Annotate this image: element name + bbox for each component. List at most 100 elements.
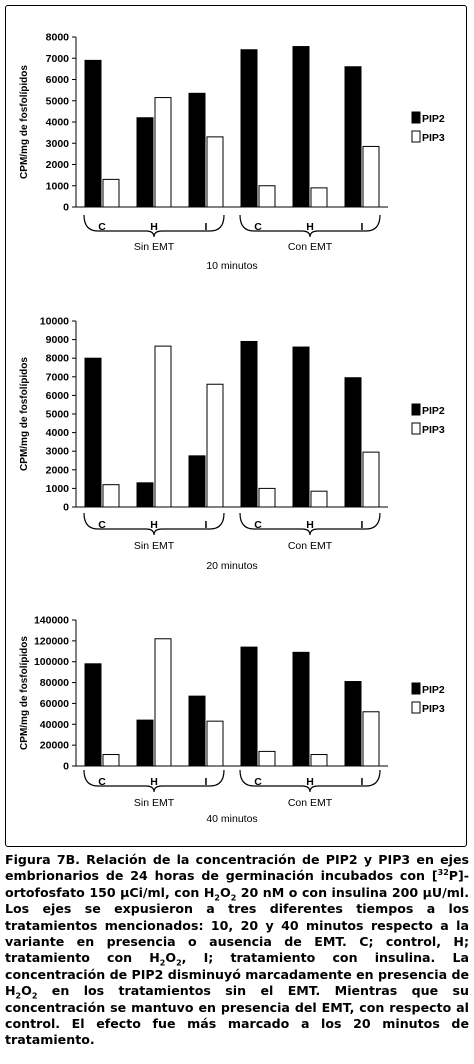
chart-10-minutos: 0 1000 2000 3000 4000 5000 6000 7000 8000 CPM/mg …	[19, 32, 445, 273]
bar-pip2-c-3	[240, 340, 258, 508]
group-brace	[83, 512, 225, 536]
figure-label: Figura 7B.	[5, 852, 80, 867]
caption-subscript: 2	[15, 991, 22, 1001]
y-tick-label: 4000	[46, 427, 70, 439]
x-tick-label: C	[98, 221, 106, 233]
bar-pip2-i-5	[344, 377, 362, 508]
group-brace	[239, 214, 381, 238]
chart-20-minutos: 0 1000 2000 3000 4000 5000 6000 7000 8000 9000 100…	[19, 316, 445, 573]
x-tick-label: C	[98, 519, 106, 531]
caption-subscript: 2	[176, 958, 182, 968]
bar-pip3-c-3	[258, 487, 276, 508]
caption-text: P]-ortofosfato 150 µCi/ml, con H	[5, 868, 469, 900]
group-label: Sin EMT	[134, 797, 175, 809]
bar-pip3-c-3	[258, 750, 276, 767]
bar-pip3-h-4	[310, 754, 328, 767]
caption-text: en los tratamientos sin el EMT. Mientras…	[5, 983, 469, 1048]
caption-text: O	[219, 884, 231, 900]
legend-swatch-pip3	[411, 422, 421, 435]
y-tick-label: 1000	[46, 483, 70, 495]
y-tick-label: 8000	[46, 32, 70, 44]
bar-pip2-i-2	[188, 92, 206, 208]
caption-subscript: 2	[214, 893, 220, 903]
caption-text: 20 nM o con insulina 200 µU/ml. Los ejes…	[5, 884, 469, 966]
group-brace	[83, 769, 225, 793]
legend-label-pip3: PIP3	[422, 132, 445, 144]
caption-superscript: 32	[437, 868, 449, 878]
bar-pip2-h-4	[292, 46, 310, 208]
x-tick-label: H	[306, 776, 314, 788]
bar-pip3-i-5	[362, 711, 380, 767]
legend-label-pip2: PIP2	[422, 405, 445, 417]
caption-subscript: 2	[230, 893, 237, 903]
y-tick-label: 9000	[46, 334, 70, 346]
x-tick-label: C	[254, 519, 262, 531]
bar-pip2-c-3	[240, 49, 258, 208]
y-tick-label: 5000	[46, 409, 70, 421]
bar-pip3-c-3	[258, 185, 276, 208]
legend-swatch-pip2	[411, 403, 421, 416]
group-brace	[83, 214, 225, 238]
bar-pip3-i-2	[206, 136, 224, 208]
y-tick-label: 3000	[46, 446, 70, 458]
y-tick-label: 140000	[34, 615, 69, 627]
chart-title: 40 minutos	[206, 813, 257, 825]
x-tick-label: I	[205, 221, 208, 233]
caption-text: O	[21, 983, 32, 999]
group-label: Sin EMT	[134, 241, 175, 253]
group-label: Con EMT	[288, 540, 333, 552]
x-tick-label: I	[361, 519, 364, 531]
x-tick-label: H	[150, 519, 158, 531]
bar-pip2-c-0	[84, 663, 102, 767]
bar-pip2-h-4	[292, 651, 310, 767]
y-tick-label: 2000	[46, 464, 70, 476]
bar-pip2-h-1	[136, 482, 154, 508]
group-brace	[239, 769, 381, 793]
y-tick-label: 6000	[46, 74, 70, 86]
caption-text: Relación de la concentración de PIP2 y P…	[5, 852, 470, 884]
y-tick-label: 100000	[34, 656, 69, 668]
y-tick-label: 4000	[46, 117, 70, 129]
caption-subscript: 2	[159, 958, 166, 968]
legend-swatch-pip3	[411, 130, 421, 143]
chart-40-minutos: 0 20000 40000 60000 80000 100000 120000 140000 C…	[19, 615, 445, 826]
y-axis-title: CPM/mg de fosfolípidos	[19, 357, 30, 471]
bar-pip2-h-1	[136, 719, 154, 767]
group-label: Con EMT	[288, 241, 333, 253]
caption-text: O	[165, 950, 177, 966]
x-tick-label: C	[254, 221, 262, 233]
y-tick-label: 40000	[40, 719, 69, 731]
group-label: Sin EMT	[134, 540, 175, 552]
y-tick-label: 10000	[40, 316, 69, 328]
bar-pip2-h-1	[136, 117, 154, 208]
bar-pip3-h-1	[154, 345, 172, 508]
bar-pip3-h-4	[310, 490, 328, 508]
y-tick-label: 2000	[46, 159, 70, 171]
caption-text: , I; tratamiento con insulina. La concen…	[5, 950, 470, 999]
bar-pip2-i-2	[188, 455, 206, 508]
x-tick-label: I	[361, 221, 364, 233]
x-tick-label: I	[205, 776, 208, 788]
y-tick-label: 7000	[46, 53, 70, 65]
bar-pip3-i-2	[206, 720, 224, 767]
legend-swatch-pip3	[411, 701, 421, 714]
y-tick-label: 80000	[40, 677, 69, 689]
bar-pip3-c-0	[102, 484, 120, 508]
legend-swatch-pip2	[411, 682, 421, 695]
y-tick-label: 1000	[46, 180, 70, 192]
x-tick-label: H	[306, 221, 314, 233]
legend-label-pip3: PIP3	[422, 424, 445, 436]
y-tick-label: 5000	[46, 95, 70, 107]
x-tick-label: C	[98, 776, 106, 788]
y-axis-title: CPM/mg de fosfolípidos	[19, 636, 30, 750]
legend-label-pip2: PIP2	[422, 113, 445, 125]
x-tick-label: H	[306, 519, 314, 531]
bar-pip2-i-5	[344, 66, 362, 208]
bar-pip2-h-4	[292, 346, 310, 508]
x-tick-label: H	[150, 221, 158, 233]
y-tick-label: 8000	[46, 353, 70, 365]
x-tick-label: C	[254, 776, 262, 788]
x-tick-label: I	[205, 519, 208, 531]
group-brace	[239, 512, 381, 536]
bar-pip2-i-2	[188, 695, 206, 767]
